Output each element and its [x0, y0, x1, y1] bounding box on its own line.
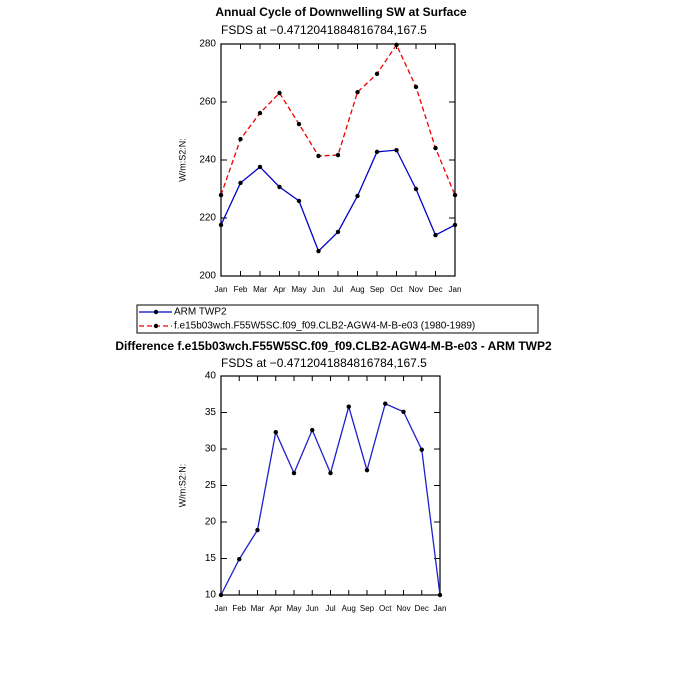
x-tick-label: Nov [409, 285, 423, 294]
y-tick-label: 280 [199, 39, 216, 50]
y-tick-label: 220 [199, 213, 216, 224]
legend-box [136, 304, 539, 334]
data-point [346, 404, 351, 409]
data-point [238, 136, 243, 142]
data-point [413, 84, 419, 90]
x-tick-label: Apr [273, 285, 286, 294]
data-point [277, 184, 282, 190]
data-point [374, 71, 380, 77]
x-tick-label: Jan [215, 285, 228, 294]
data-point [255, 527, 260, 533]
y-tick-label: 25 [205, 480, 217, 491]
series-line [220, 149, 456, 253]
data-point [218, 592, 224, 598]
x-tick-label: May [286, 604, 301, 613]
data-point [273, 430, 278, 435]
x-tick-label: Aug [350, 285, 364, 294]
data-point [364, 467, 370, 473]
x-tick-label: Oct [390, 285, 403, 294]
data-point [394, 147, 399, 153]
y-tick-label: 10 [205, 590, 217, 601]
data-point [257, 110, 263, 116]
data-point [237, 557, 242, 562]
chart-subtitle: FSDS at −0.4712041884816784,167.5 [221, 356, 427, 370]
x-tick-label: Feb [232, 604, 246, 613]
data-point [452, 222, 458, 228]
x-tick-label: May [291, 285, 306, 294]
y-tick-label: 260 [199, 97, 216, 108]
data-point [257, 164, 263, 170]
x-tick-label: Dec [415, 604, 429, 613]
x-tick-label: Feb [234, 285, 248, 294]
y-tick-label: 15 [205, 553, 217, 564]
data-point [335, 152, 341, 158]
data-point [374, 149, 380, 155]
x-tick-label: Jun [312, 285, 325, 294]
data-point [277, 90, 282, 96]
data-point [310, 427, 315, 433]
legend-label: f.e15b03wch.F55W5SC.f09_f09.CLB2-AGW4-M-… [174, 321, 475, 332]
data-point [383, 401, 388, 406]
y-axis-label: W/m:S2:N: [177, 138, 187, 182]
y-tick-label: 240 [199, 155, 216, 166]
data-point [355, 89, 360, 95]
data-point [413, 186, 419, 192]
y-tick-label: 20 [205, 517, 217, 528]
x-tick-label: Jul [333, 285, 343, 294]
data-point [218, 222, 224, 228]
data-point [355, 193, 360, 199]
x-tick-label: Apr [270, 604, 283, 613]
data-point [296, 198, 302, 204]
series-line [220, 43, 456, 196]
data-point [296, 121, 302, 127]
data-point [218, 192, 224, 198]
y-tick-label: 40 [205, 371, 217, 382]
data-point [291, 470, 297, 476]
data-point [316, 248, 321, 254]
x-tick-label: Jan [215, 604, 228, 613]
series-line [220, 402, 441, 596]
legend-label: ARM TWP2 [174, 307, 227, 318]
data-point [316, 153, 321, 159]
x-tick-label: Mar [253, 285, 267, 294]
data-point [401, 409, 406, 414]
data-point [437, 592, 443, 598]
legend-marker [153, 309, 159, 315]
data-point [335, 229, 341, 235]
x-tick-label: Jul [325, 604, 335, 613]
x-tick-label: Jun [306, 604, 319, 613]
data-point [419, 447, 424, 452]
x-tick-label: Sep [360, 604, 375, 613]
x-tick-label: Jan [449, 285, 462, 294]
y-axis-label: W/m:S2:N: [177, 464, 187, 508]
data-point [452, 192, 458, 198]
x-tick-label: Nov [396, 604, 410, 613]
plot-frame [220, 375, 441, 596]
legend-marker [153, 323, 159, 329]
y-tick-label: 30 [205, 444, 217, 455]
x-tick-label: Sep [370, 285, 385, 294]
chart-title: Difference f.e15b03wch.F55W5SC.f09_f09.C… [115, 339, 552, 353]
data-point [238, 180, 243, 186]
chart-title: Annual Cycle of Downwelling SW at Surfac… [215, 5, 467, 19]
x-tick-label: Dec [428, 285, 442, 294]
data-point [328, 470, 333, 476]
x-tick-label: Oct [379, 604, 392, 613]
y-tick-label: 35 [205, 407, 217, 418]
data-point [433, 232, 438, 238]
x-tick-label: Mar [251, 604, 265, 613]
data-point [394, 42, 399, 48]
data-point [433, 145, 438, 151]
x-tick-label: Aug [342, 604, 356, 613]
y-tick-label: 200 [199, 271, 216, 282]
plot-frame [220, 43, 456, 277]
x-tick-label: Jan [434, 604, 447, 613]
chart-subtitle: FSDS at −0.4712041884816784,167.5 [221, 23, 427, 37]
